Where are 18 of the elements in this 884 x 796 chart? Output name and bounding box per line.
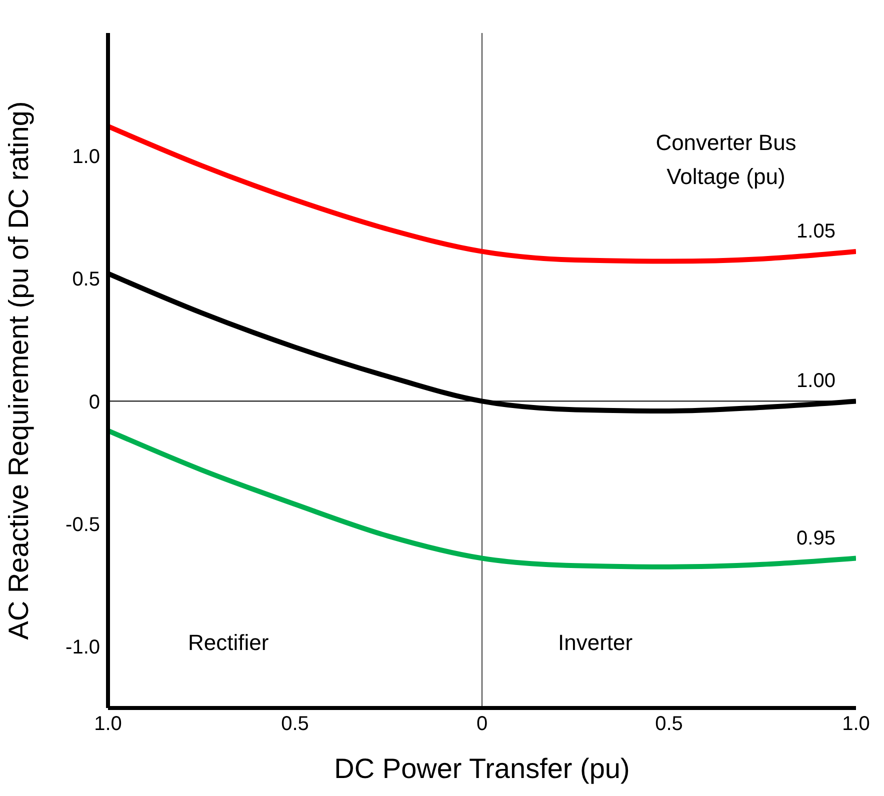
series-label: 1.00 — [796, 370, 836, 392]
y-tick-label: -0.5 — [66, 514, 100, 536]
x-tick-label: 0 — [476, 713, 488, 736]
y-axis-title: AC Reactive Requirement (pu of DC rating) — [2, 101, 34, 640]
y-tick-label: -1.0 — [66, 636, 100, 659]
annotation: Inverter — [558, 630, 633, 656]
y-tick-label: 0 — [88, 391, 100, 414]
x-tick-label: 0.5 — [281, 713, 309, 736]
legend-title: Converter Bus Voltage (pu) — [654, 129, 798, 191]
y-tick-label: 1.0 — [72, 146, 100, 168]
series-label: 0.95 — [796, 527, 836, 550]
y-tick-label: 0.5 — [72, 268, 100, 291]
x-tick-label: 1.0 — [842, 713, 870, 736]
x-tick-label: 1.0 — [94, 713, 122, 736]
x-axis-title: DC Power Transfer (pu) — [334, 753, 630, 784]
series-label: 1.05 — [796, 220, 836, 242]
x-tick-label: 0.5 — [655, 713, 683, 736]
annotation: Rectifier — [188, 630, 269, 656]
